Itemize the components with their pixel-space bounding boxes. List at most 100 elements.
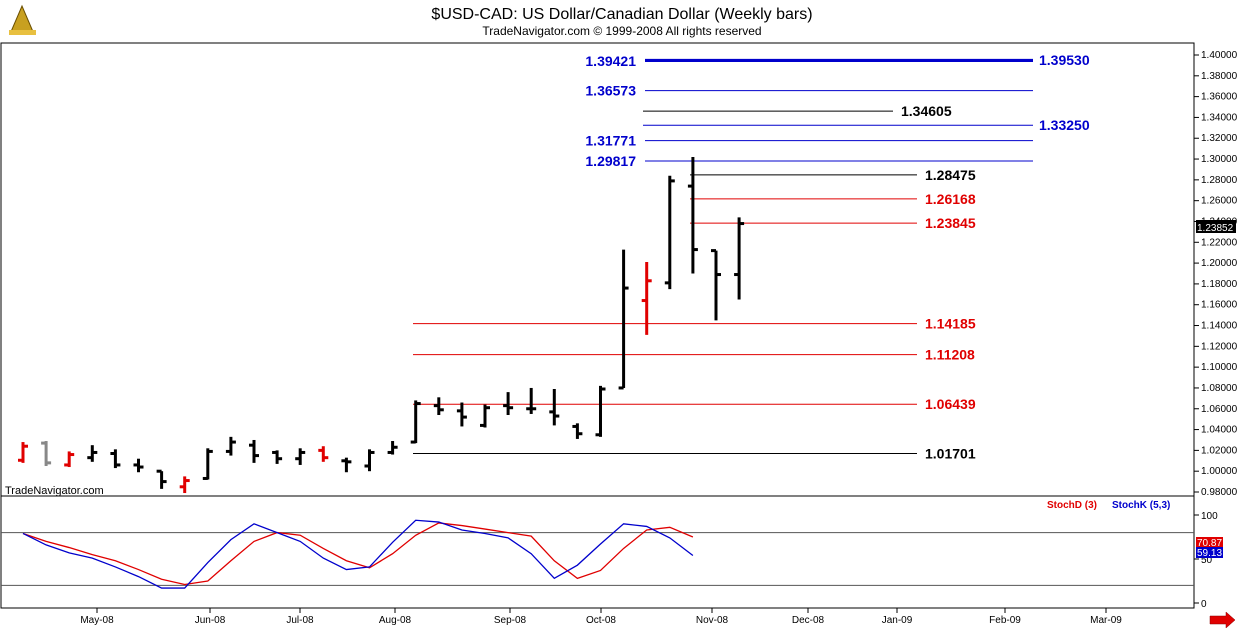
time-tick-label: May-08 [80,615,114,626]
time-tick-label: Jul-08 [286,615,314,626]
price-tick-label: 1.36000 [1201,92,1238,103]
price-bar [110,449,121,469]
level-line: 1.28475 [690,167,976,183]
price-bar [18,442,28,463]
time-tick-label: Dec-08 [792,615,825,626]
level-label: 1.11208 [925,347,975,363]
time-tick-label: Sep-08 [494,615,527,626]
legend-stochk: StochK (5,3) [1112,500,1170,511]
stoch-series-line [22,519,694,589]
price-bar [480,404,490,428]
price-bar [179,476,190,494]
price-tick-label: 1.06000 [1201,404,1238,415]
price-bar [249,439,259,463]
stochk-last-badge: 59.13 [1196,547,1223,559]
time-tick-label: Oct-08 [586,615,616,626]
price-tick-label: 1.14000 [1201,321,1238,332]
price-bar [734,217,745,300]
stoch-series-line [22,522,694,586]
price-tick-label: 1.10000 [1201,362,1238,373]
price-bar [387,441,398,455]
level-label: 1.39421 [585,53,636,69]
time-axis: May-08 Jun-08 Jul-08 Aug-08 Sep-08 Oct-08 Nov-… [80,608,1122,626]
price-tick-label: 1.26000 [1201,196,1238,207]
level-label: 1.34605 [901,103,952,119]
time-tick-label: Jan-09 [882,615,913,626]
stoch-tick-label: 100 [1201,511,1218,522]
level-line: 1.26168 [690,191,976,207]
level-line: 1.23845 [690,215,976,231]
price-tick-label: 1.22000 [1201,237,1238,248]
price-bar [664,175,675,290]
price-tick-label: 1.08000 [1201,383,1238,394]
stoch-tick-label: 50 [1201,555,1213,566]
price-bar [41,441,52,466]
price-tick-label: 1.04000 [1201,425,1238,436]
price-bar [64,451,75,468]
level-label: 1.29817 [585,153,636,169]
level-label: 1.28475 [925,167,976,183]
price-tick-label: 1.20000 [1201,258,1238,269]
price-bar [456,402,467,427]
price-bar [687,156,698,274]
stochk-last-value: 59.13 [1197,548,1222,559]
stochastic-lines [1,519,1194,589]
time-tick-label: Nov-08 [696,615,729,626]
level-label: 1.01701 [925,445,976,461]
price-tick-label: 1.30000 [1201,154,1238,165]
price-bar [526,387,537,414]
price-bar [641,262,652,335]
price-bar [318,446,329,462]
price-tick-label: 1.12000 [1201,341,1238,352]
stochd-last-value: 70.87 [1197,538,1222,549]
level-label: 1.31771 [585,133,636,149]
watermark: TradeNavigator.com [5,485,104,497]
price-tick-label: 1.40000 [1201,50,1238,61]
level-line: 1.29817 [585,153,1033,169]
scroll-right-arrow-icon[interactable] [1209,611,1236,629]
time-tick-label: Mar-09 [1090,615,1122,626]
price-bar [711,249,721,321]
level-line: 1.39530 [645,52,1090,68]
header-icon [9,4,36,35]
price-bar [272,450,283,464]
stochd-last-badge: 70.87 [1196,537,1223,549]
time-tick-label: Aug-08 [379,615,412,626]
stoch-panel [0,495,1195,609]
level-label: 1.14185 [925,316,976,332]
last-price-badge: 1.23852 [1196,220,1236,234]
price-tick-label: 1.38000 [1201,71,1238,82]
price-tick-label: 1.34000 [1201,112,1238,123]
time-tick-label: Jun-08 [195,615,226,626]
price-bars [18,156,745,494]
price-bar [202,448,213,480]
price-tick-label: 1.18000 [1201,279,1238,290]
price-bar [433,397,444,416]
level-label: 1.26168 [925,191,976,207]
level-line: 1.39421 [585,53,1033,69]
price-bar [595,385,606,437]
level-line: 1.31771 [585,133,1033,149]
price-bar [156,469,167,489]
price-bar [618,249,629,390]
level-line: 1.33250 [643,117,1090,133]
price-bar [503,392,514,416]
price-axis: 1.40000 1.38000 1.36000 1.34000 1.32000 1.300… [1194,50,1238,498]
price-tick-label: 1.16000 [1201,300,1238,311]
level-line: 1.01701 [413,445,976,461]
level-line: 1.11208 [413,347,975,363]
level-label: 1.33250 [1039,117,1090,133]
price-bar [225,436,236,456]
chart-copyright: TradeNavigator.com © 1999-2008 All right… [482,24,761,38]
level-line: 1.36573 [585,83,1033,99]
level-label: 1.36573 [585,83,636,99]
price-tick-label: 1.28000 [1201,175,1238,186]
chart-title: $USD-CAD: US Dollar/Canadian Dollar (Wee… [431,6,812,23]
price-bar [133,458,144,473]
price-bar [364,449,375,472]
stochastic-axis: 100 50 0 [1194,511,1218,610]
level-label: 1.39530 [1039,52,1090,68]
level-line: 1.06439 [413,396,976,412]
legend-stochd: StochD (3) [1047,500,1097,511]
